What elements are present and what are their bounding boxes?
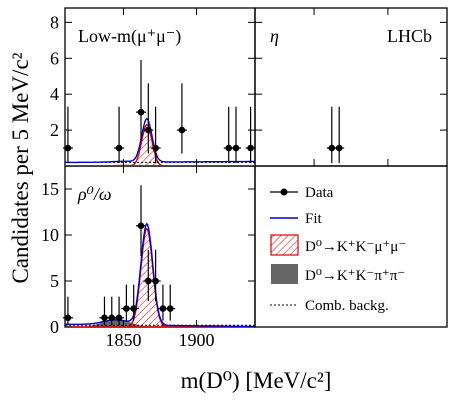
y-tick-label: 6 xyxy=(50,48,59,68)
data-point xyxy=(225,144,232,152)
data-point xyxy=(159,305,167,312)
panel-label-eta: η xyxy=(270,26,279,46)
y-axis-title: Candidates per 5 MeV/c² xyxy=(8,52,33,283)
fit-line xyxy=(65,117,255,164)
legend-entry-misid: D⁰→K⁺K⁻π⁺π⁻ xyxy=(271,264,405,284)
y-tick-label: 8 xyxy=(50,12,59,32)
legend-label-data: Data xyxy=(305,185,334,201)
legend-data-marker xyxy=(280,188,288,196)
data-point xyxy=(137,222,145,230)
panel-frame-legend xyxy=(254,165,448,328)
data-point xyxy=(145,126,152,134)
legend-signal-swatch xyxy=(270,234,299,256)
data-point xyxy=(115,314,123,322)
x-tick-label: 1900 xyxy=(179,330,215,350)
legend-entry-signal: D⁰→K⁺K⁻μ⁺μ⁻ xyxy=(270,234,406,256)
data-point xyxy=(64,314,72,322)
panel-label-rho-omega: ρ⁰/ω xyxy=(77,184,112,204)
legend-entry-fit: Fit xyxy=(270,211,323,227)
data-point xyxy=(232,144,240,152)
lhcb-label: LHCb xyxy=(387,26,432,46)
axis-ticks: 2 4 6 8 0 5 10 15 1850 1900 xyxy=(41,8,447,350)
data-points xyxy=(62,60,345,326)
legend-label-fit: Fit xyxy=(305,211,323,227)
signal-component xyxy=(65,227,255,327)
data-point xyxy=(64,144,72,152)
y-tick-label: 10 xyxy=(41,225,59,245)
data-point xyxy=(130,305,137,312)
x-axis-title: m(D⁰) [MeV/c²] xyxy=(181,368,332,393)
signal-component xyxy=(65,123,255,166)
data-point xyxy=(328,144,336,152)
data-point xyxy=(152,144,159,152)
data-point xyxy=(101,314,108,322)
y-tick-label: 0 xyxy=(50,317,59,337)
legend-misid-swatch xyxy=(271,264,298,284)
data-point xyxy=(152,277,159,285)
y-tick-label: 5 xyxy=(50,271,59,291)
fit-line xyxy=(65,222,255,327)
data-point xyxy=(123,305,130,312)
panel-rho-omega-plot xyxy=(65,222,255,327)
legend-label-comb: Comb. backg. xyxy=(305,298,389,314)
data-point xyxy=(145,277,152,285)
legend-entry-data: Data xyxy=(270,185,334,201)
legend-entry-comb: Comb. backg. xyxy=(270,298,389,314)
data-point xyxy=(137,108,145,116)
data-point xyxy=(178,126,186,134)
y-tick-label: 15 xyxy=(41,179,59,199)
legend: Data Fit D⁰→K⁺K⁻μ⁺μ⁻ D⁰→K⁺K⁻π⁺π⁻ Comb. b… xyxy=(270,185,406,314)
data-point xyxy=(166,305,174,312)
legend-label-signal: D⁰→K⁺K⁻μ⁺μ⁻ xyxy=(305,239,406,255)
data-point xyxy=(335,144,343,152)
legend-label-misid: D⁰→K⁺K⁻π⁺π⁻ xyxy=(305,268,405,284)
x-tick-label: 1850 xyxy=(105,330,141,350)
y-tick-label: 2 xyxy=(50,120,59,140)
data-point xyxy=(247,144,254,152)
data-point xyxy=(108,314,116,322)
panel-label-low-mass: Low-m(μ⁺μ⁻) xyxy=(78,26,181,47)
panel-low-mass-plot xyxy=(65,117,255,166)
data-point xyxy=(115,144,123,152)
y-tick-label: 4 xyxy=(50,84,59,104)
